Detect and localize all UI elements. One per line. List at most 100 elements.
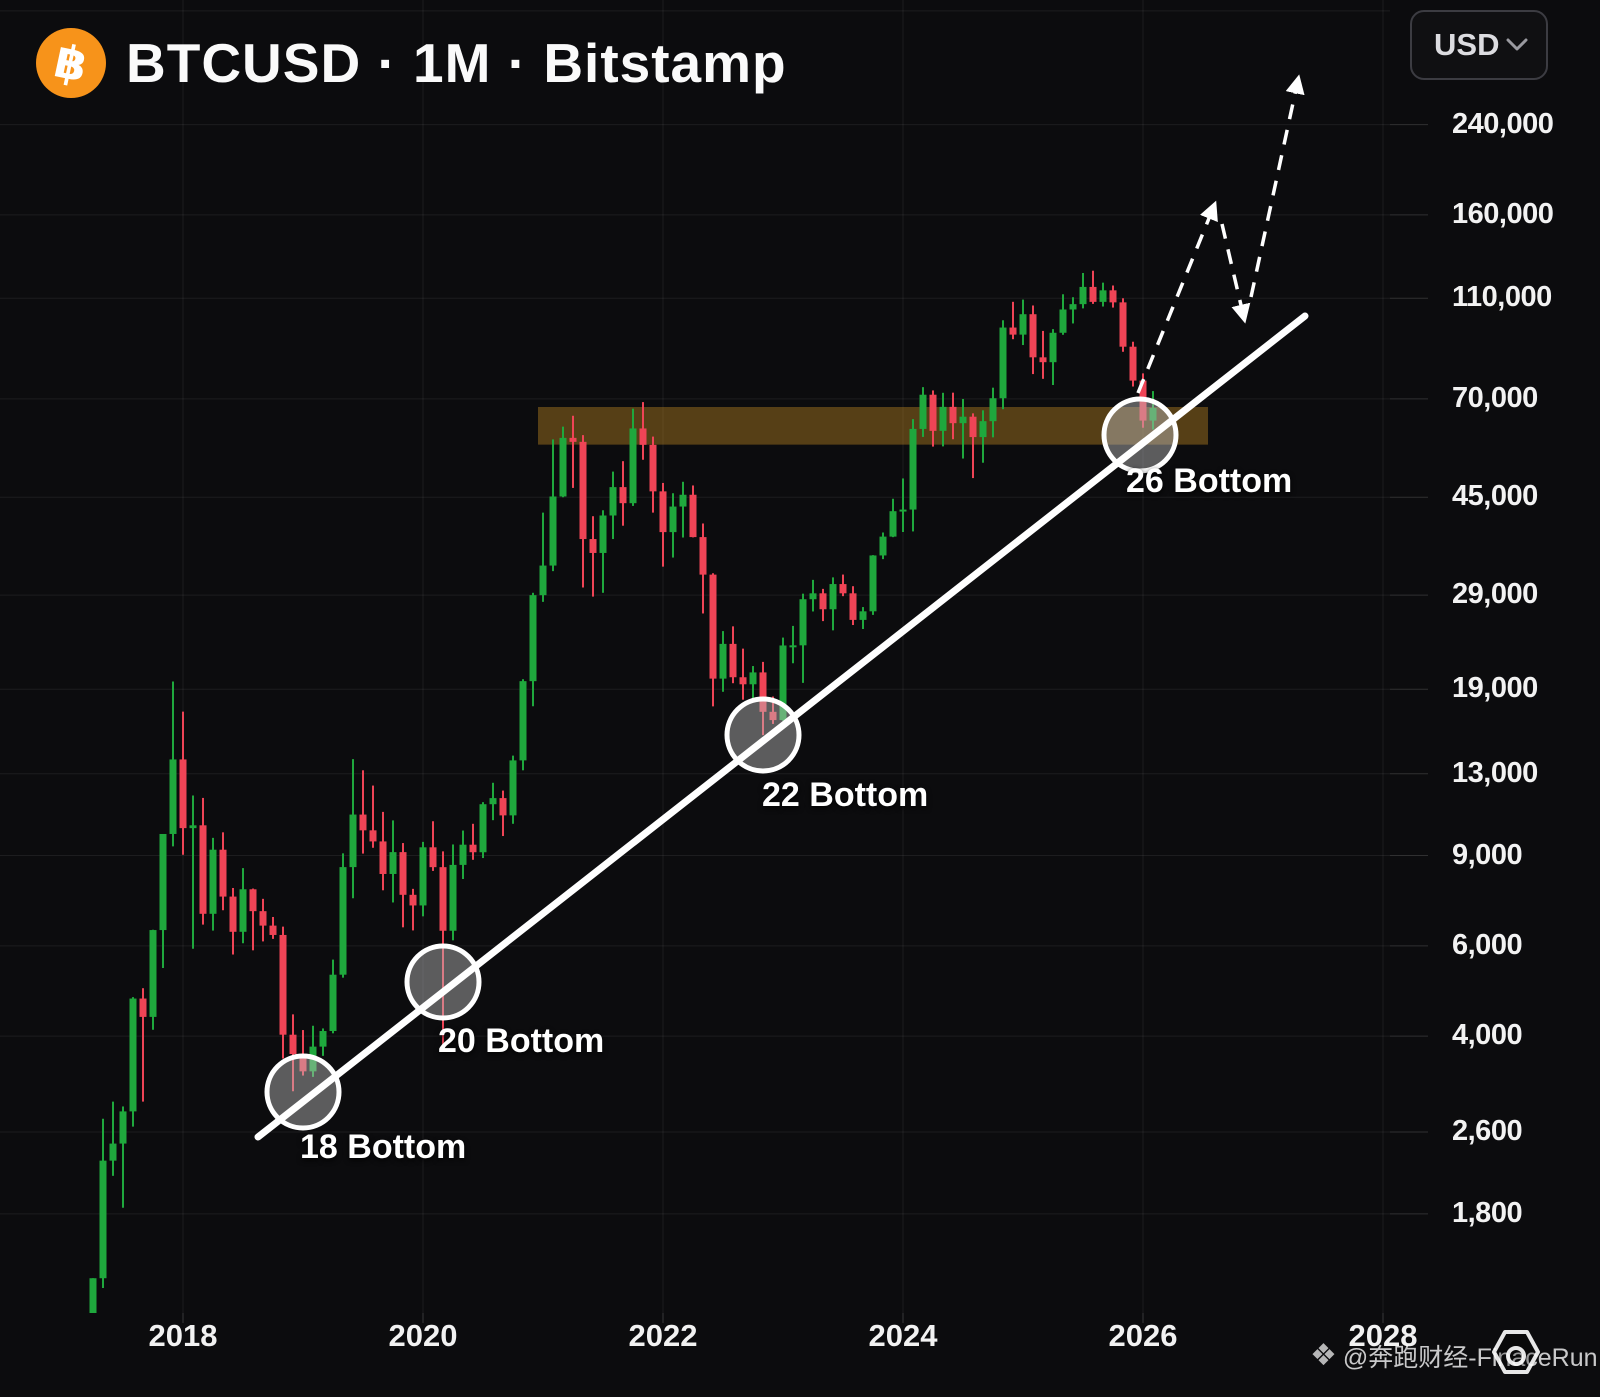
candle-body: [409, 894, 417, 906]
candle-body: [339, 867, 347, 975]
candle-body: [1079, 286, 1087, 305]
bitcoin-icon: ฿: [36, 28, 106, 98]
candle-body: [819, 593, 827, 610]
price-tick-label: 29,000: [1452, 578, 1538, 611]
candle-body: [529, 595, 537, 682]
candle-body: [399, 852, 407, 895]
candle-body: [129, 998, 137, 1112]
price-tick-label: 1,800: [1452, 1196, 1523, 1229]
candle-body: [119, 1111, 127, 1144]
candle-body: [779, 645, 787, 721]
candle-body: [869, 555, 877, 612]
candle-body: [109, 1143, 117, 1161]
watermark: ❖ @奔跑财经-FinaceRun: [1310, 1338, 1598, 1374]
candle-body: [179, 759, 187, 829]
candle-body: [889, 511, 897, 537]
candle-body: [1019, 314, 1027, 335]
candle-body: [849, 593, 857, 620]
candle-body: [269, 925, 277, 935]
candle-body: [429, 847, 437, 868]
candle-body: [739, 677, 747, 685]
candle-body: [229, 896, 237, 932]
candle-body: [489, 798, 497, 805]
candle-body: [579, 441, 587, 540]
candle-body: [829, 584, 837, 610]
candle-body: [939, 406, 947, 431]
candle-body: [859, 611, 867, 620]
candle-body: [519, 681, 527, 761]
year-tick-label: 2022: [628, 1318, 698, 1353]
candle-body: [369, 830, 377, 842]
price-tick-label: 110,000: [1452, 281, 1552, 314]
candle-body: [959, 416, 967, 424]
candle-body: [1069, 304, 1077, 310]
candle-body: [899, 509, 907, 512]
price-tick-label: 70,000: [1452, 381, 1538, 414]
resistance-zone: [538, 406, 1208, 445]
page-title: BTCUSD · 1M · Bitstamp: [126, 32, 787, 94]
candle-body: [349, 814, 357, 868]
candle-body: [289, 1034, 297, 1055]
candle-body: [149, 930, 157, 1017]
candle-body: [949, 406, 957, 424]
candle-body: [189, 825, 197, 829]
currency-selector[interactable]: USD: [1410, 10, 1548, 80]
year-tick-label: 2026: [1108, 1318, 1178, 1353]
hexagon-badge-icon: [1492, 1330, 1540, 1374]
symbol-header: ฿ BTCUSD · 1M · Bitstamp: [36, 28, 787, 98]
price-tick-label: 9,000: [1452, 838, 1523, 871]
candle-body: [929, 394, 937, 431]
bottom-circle: [404, 943, 482, 1021]
currency-selector-value: USD: [1434, 27, 1500, 62]
candle-body: [649, 444, 657, 492]
candle-body: [789, 645, 797, 648]
bottom-annotation-label: 26 Bottom: [1126, 462, 1293, 500]
year-tick-label: 2028: [1348, 1318, 1418, 1353]
candles: [89, 270, 1157, 1313]
chevron-down-icon: [1506, 38, 1528, 51]
candle-body: [989, 398, 997, 422]
candle-body: [589, 539, 597, 553]
candle-body: [669, 506, 677, 533]
candle-body: [169, 759, 177, 834]
candle-body: [569, 437, 577, 442]
candle-body: [609, 487, 617, 516]
candle-body: [1109, 290, 1117, 303]
candle-body: [559, 437, 567, 497]
trendline[interactable]: [254, 312, 1309, 1141]
candle-body: [439, 867, 447, 931]
diamond-logo-icon: ❖: [1310, 1339, 1337, 1372]
candle-body: [199, 825, 207, 914]
candle-body: [219, 849, 227, 897]
candle-body: [1039, 357, 1047, 363]
price-tick-label: 2,600: [1452, 1114, 1523, 1147]
candle-body: [629, 428, 637, 504]
candle-body: [639, 428, 647, 445]
candle-body: [719, 643, 727, 679]
candle-body: [699, 537, 707, 575]
projection-arrow: [1220, 223, 1251, 324]
candle-body: [389, 852, 397, 874]
price-tick-label: 6,000: [1452, 928, 1523, 961]
candle-body: [759, 672, 767, 712]
candle-body: [839, 584, 847, 594]
year-tick-label: 2018: [148, 1318, 218, 1353]
candle-body: [499, 798, 507, 816]
candle-body: [239, 889, 247, 932]
candle-body: [1089, 286, 1097, 302]
candle-body: [359, 814, 367, 831]
projection-arrow: [1136, 200, 1218, 394]
candle-body: [799, 599, 807, 646]
candle-body: [1009, 327, 1017, 335]
candle-body: [449, 864, 457, 931]
candle-body: [99, 1160, 107, 1279]
bottom-annotation-label: 18 Bottom: [300, 1128, 467, 1166]
candle-body: [689, 494, 697, 538]
price-tick-label: 240,000: [1452, 107, 1554, 140]
candle-body: [659, 491, 667, 533]
year-tick-label: 2020: [388, 1318, 458, 1353]
price-tick-label: 13,000: [1452, 756, 1538, 789]
candle-body: [159, 833, 167, 931]
candle-body: [509, 760, 517, 816]
